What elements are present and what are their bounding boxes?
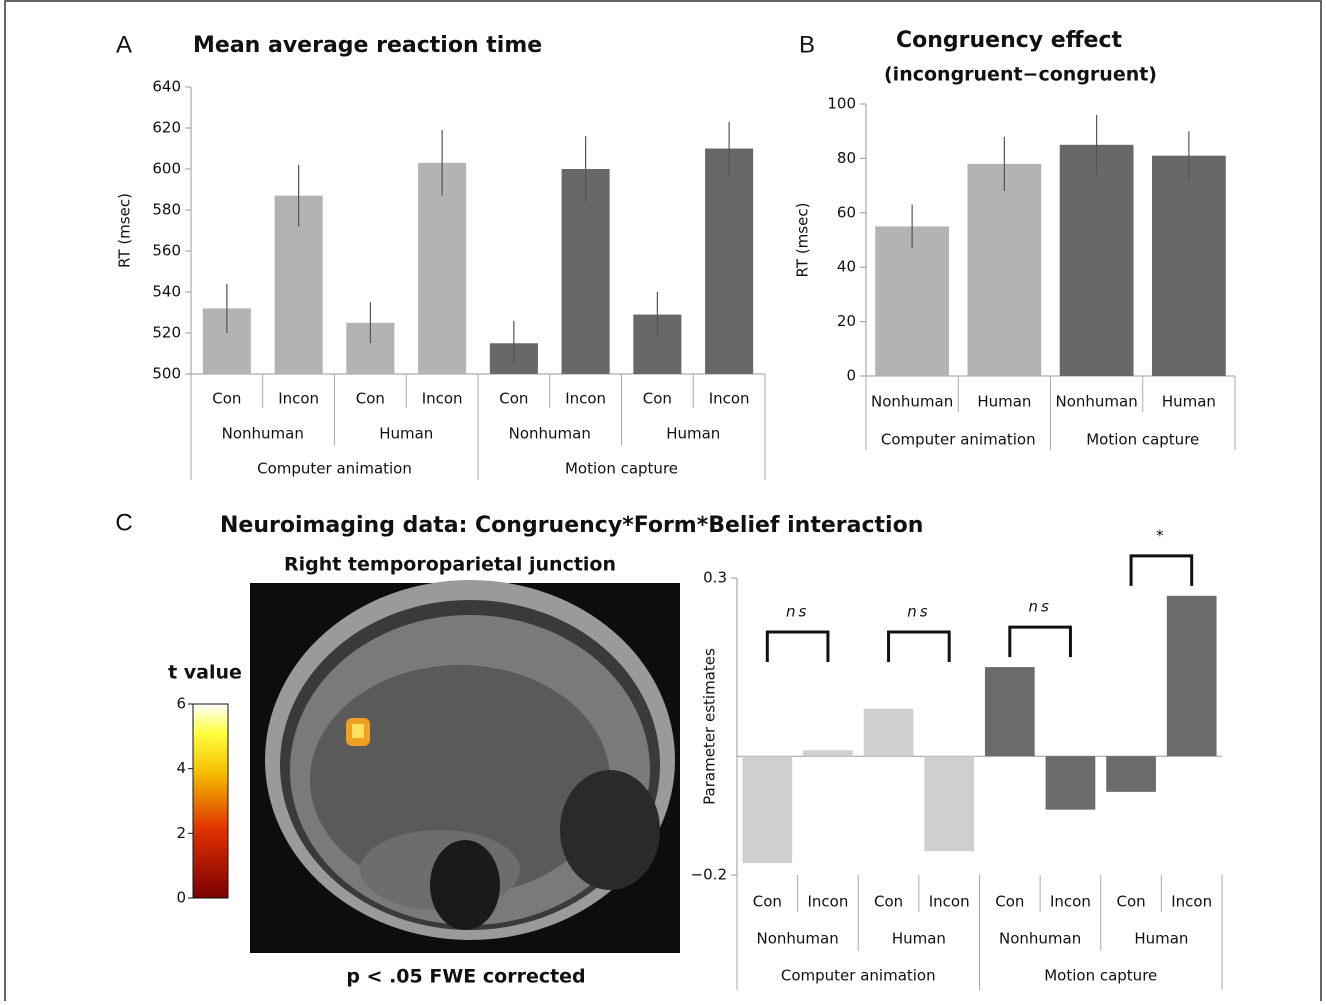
colorbar-tick-label: 2 <box>176 824 186 842</box>
colorbar-tick-label: 6 <box>176 695 186 713</box>
x-category-label: Human <box>1134 930 1188 948</box>
x-category-label: Human <box>379 425 433 443</box>
x-category-label: Con <box>995 893 1024 911</box>
panel-letter: A <box>116 31 132 58</box>
y-tick-label: 540 <box>152 283 181 301</box>
y-tick-label: 500 <box>152 365 181 383</box>
bar <box>985 667 1035 756</box>
x-category-label: Incon <box>929 893 970 911</box>
bar <box>967 164 1041 376</box>
x-category-label: Human <box>892 930 946 948</box>
x-category-label: Computer animation <box>257 460 412 478</box>
y-tick-label: 580 <box>152 201 181 219</box>
y-axis-label: RT (msec) <box>116 193 134 268</box>
x-category-label: Human <box>666 425 720 443</box>
y-tick-label: 80 <box>837 149 856 167</box>
x-category-label: Con <box>356 390 385 408</box>
x-category-label: Incon <box>565 390 606 408</box>
x-category-label: Motion capture <box>565 460 678 478</box>
x-category-label: Nonhuman <box>509 425 591 443</box>
y-tick-label: 600 <box>152 160 181 178</box>
brain-image <box>250 580 680 953</box>
bar <box>1167 596 1217 756</box>
significance-bracket <box>889 632 950 662</box>
x-category-label: Con <box>753 893 782 911</box>
significance-bracket <box>1010 627 1071 657</box>
x-category-label: Incon <box>278 390 319 408</box>
colorbar-tick-label: 4 <box>176 759 186 777</box>
x-category-label: Motion capture <box>1086 431 1199 449</box>
significance-label: ns <box>786 603 809 621</box>
y-axis-label: RT (msec) <box>794 203 812 278</box>
chart-title: Neuroimaging data: Congruency*Form*Belie… <box>220 513 923 538</box>
bar <box>705 149 753 375</box>
colorbar <box>193 704 228 898</box>
x-category-label: Incon <box>709 390 750 408</box>
y-tick-label: 560 <box>152 242 181 260</box>
colorbar-label: t value <box>168 662 242 684</box>
bar <box>924 756 974 851</box>
x-category-label: Con <box>499 390 528 408</box>
y-tick-label: −0.2 <box>691 866 727 884</box>
y-tick-label: 40 <box>837 258 856 276</box>
x-category-label: Incon <box>1050 893 1091 911</box>
figure: t value Right temporoparietal junction p… <box>0 0 1326 1001</box>
x-category-label: Computer animation <box>781 967 936 985</box>
y-tick-label: 620 <box>152 119 181 137</box>
significance-bracket <box>1131 556 1192 586</box>
brain-title: Right temporoparietal junction <box>284 554 616 576</box>
x-category-label: Con <box>874 893 903 911</box>
x-category-label: Incon <box>422 390 463 408</box>
bar <box>803 750 853 756</box>
x-category-label: Nonhuman <box>871 393 953 411</box>
y-tick-label: 60 <box>837 203 856 221</box>
x-category-label: Con <box>212 390 241 408</box>
bar <box>1046 756 1096 809</box>
x-category-label: Incon <box>1171 893 1212 911</box>
brain-caption: p < .05 FWE corrected <box>346 966 585 988</box>
bar <box>864 709 914 757</box>
bar <box>742 756 792 863</box>
bar <box>1106 756 1156 792</box>
x-category-label: Nonhuman <box>757 930 839 948</box>
y-tick-label: 0.3 <box>703 569 727 587</box>
y-axis-label: Parameter estimates <box>701 648 719 805</box>
x-category-label: Human <box>1162 393 1216 411</box>
colorbar-tick-label: 0 <box>176 889 186 907</box>
x-category-label: Incon <box>808 893 849 911</box>
bar <box>875 226 949 376</box>
x-category-label: Nonhuman <box>222 425 304 443</box>
bar <box>1152 156 1226 376</box>
y-tick-label: 640 <box>152 78 181 96</box>
y-tick-label: 0 <box>846 367 856 385</box>
x-category-label: Human <box>977 393 1031 411</box>
bar <box>1060 145 1134 376</box>
x-category-label: Nonhuman <box>999 930 1081 948</box>
significance-label: ns <box>1028 598 1051 616</box>
panel-letter: C <box>115 509 132 536</box>
chart-title: Mean average reaction time <box>193 33 542 58</box>
y-tick-label: 20 <box>837 312 856 330</box>
x-category-label: Con <box>643 390 672 408</box>
significance-bracket <box>767 632 828 662</box>
panel-letter: B <box>799 31 815 58</box>
x-category-label: Computer animation <box>881 431 1036 449</box>
y-tick-label: 100 <box>827 95 856 113</box>
chart-title: Congruency effect <box>896 28 1123 53</box>
significance-label: ns <box>907 603 930 621</box>
significance-label: * <box>1156 526 1167 544</box>
y-tick-label: 520 <box>152 324 181 342</box>
x-category-label: Motion capture <box>1044 967 1157 985</box>
chart-subtitle: (incongruent−congruent) <box>884 64 1157 86</box>
x-category-label: Nonhuman <box>1056 393 1138 411</box>
x-category-label: Con <box>1116 893 1145 911</box>
